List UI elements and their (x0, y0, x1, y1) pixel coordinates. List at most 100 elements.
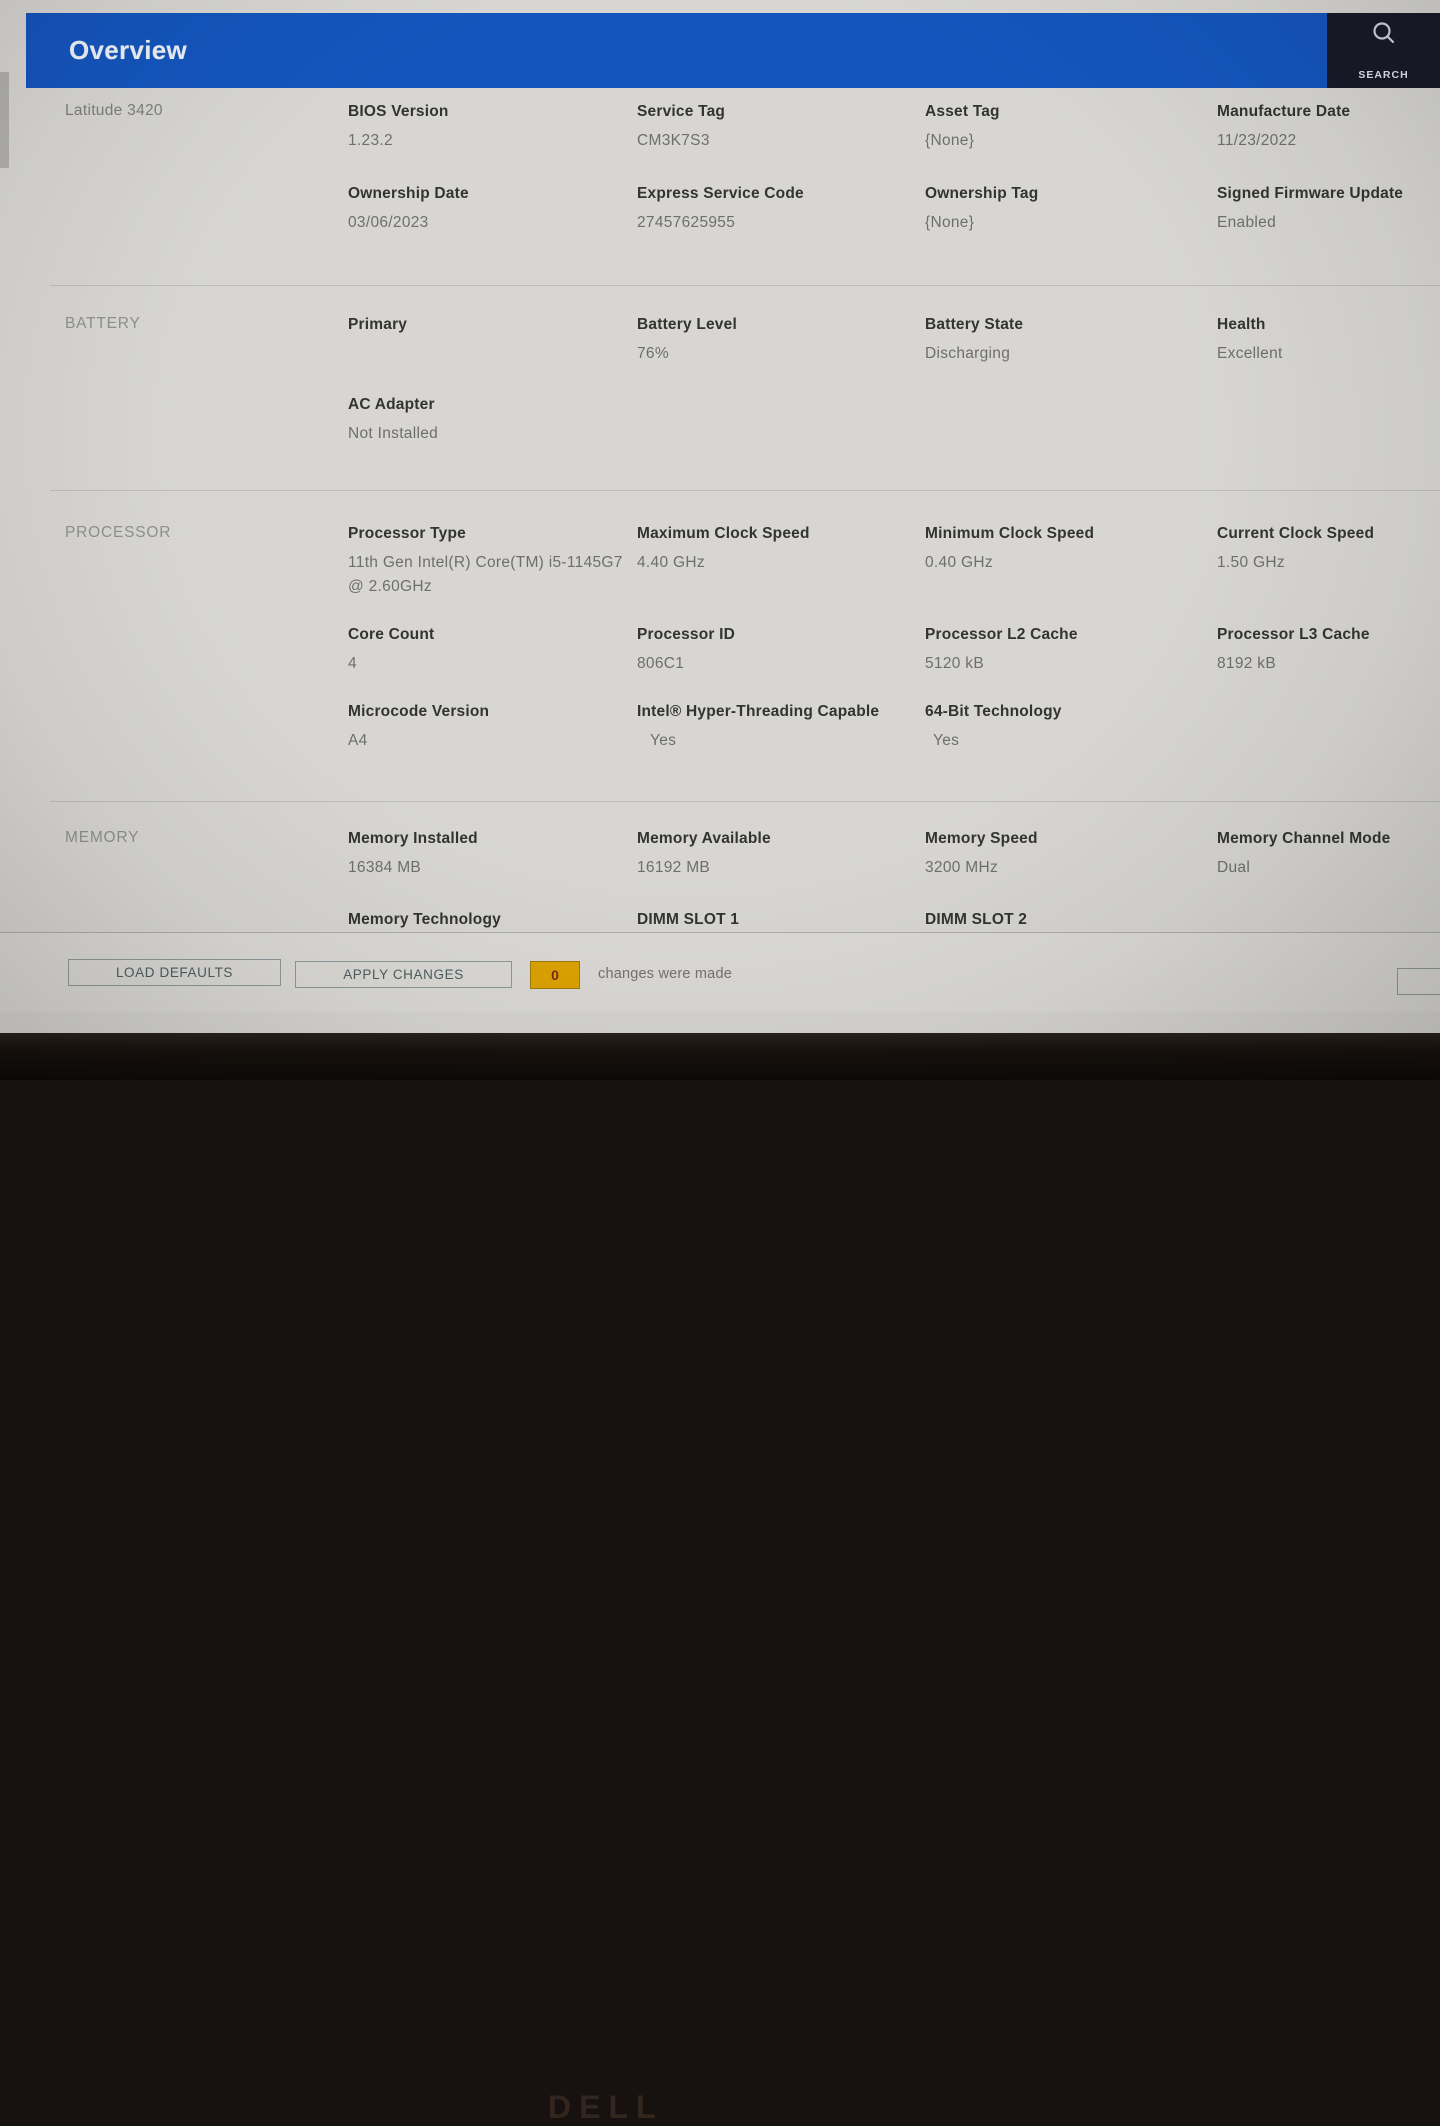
field-label: BIOS Version (348, 103, 449, 120)
dell-logo: DELL (548, 2089, 664, 2125)
field-label: Minimum Clock Speed (925, 525, 1095, 542)
page-title: Overview (69, 35, 188, 65)
exit-button-partial[interactable] (1397, 968, 1440, 995)
field-value: 16384 MB (348, 859, 422, 876)
field-value: {None} (925, 132, 975, 149)
field-label: Service Tag (637, 103, 726, 120)
field-label: Memory Channel Mode (1217, 830, 1391, 847)
field-value: Discharging (925, 345, 1011, 362)
changes-made-text: changes were made (598, 966, 732, 982)
field-dimm-slot-1: DIMM SLOT 1 (637, 910, 925, 930)
field-value: 3200 MHz (925, 859, 999, 876)
field-value: Excellent (1217, 345, 1283, 362)
field-microcode-version: Microcode Version A4 (348, 702, 637, 753)
field-battery-level: Battery Level 76% (637, 315, 925, 366)
processor-section-title: PROCESSOR (65, 524, 172, 541)
field-label: DIMM SLOT 1 (637, 911, 740, 928)
section-divider (50, 285, 1440, 286)
field-processor-type: Processor Type 11th Gen Intel(R) Core(TM… (348, 524, 637, 599)
footer-bar: LOAD DEFAULTS APPLY CHANGES 0 changes we… (0, 932, 1440, 1012)
field-label: Primary (348, 316, 408, 333)
field-value: Enabled (1217, 214, 1276, 231)
field-label: Signed Firmware Update (1217, 185, 1404, 202)
field-value: 03/06/2023 (348, 214, 429, 231)
processor-row-1: PROCESSOR Processor Type 11th Gen Intel(… (65, 524, 1432, 599)
field-value: 4 (348, 655, 357, 672)
spacer (65, 395, 348, 446)
spacer (65, 184, 348, 235)
field-value: 1.23.2 (348, 132, 393, 149)
field-label: Memory Available (637, 830, 771, 847)
field-ownership-date: Ownership Date 03/06/2023 (348, 184, 637, 235)
spacer (65, 625, 348, 676)
field-memory-channel-mode: Memory Channel Mode Dual (1217, 829, 1432, 880)
laptop-bezel: DELL (0, 1033, 1440, 2125)
field-label: Manufacture Date (1217, 103, 1351, 120)
field-label: Ownership Date (348, 185, 469, 202)
field-value: Dual (1217, 859, 1251, 876)
system-info-row-1: Latitude 3420 BIOS Version 1.23.2 Servic… (65, 102, 1432, 153)
field-value: 11/23/2022 (1217, 132, 1297, 149)
field-value: Yes (650, 732, 677, 749)
system-info-row-2: Ownership Date 03/06/2023 Express Servic… (65, 184, 1432, 235)
spacer (65, 910, 348, 930)
field-label: Memory Speed (925, 830, 1038, 847)
field-memory-technology: Memory Technology (348, 910, 637, 930)
search-icon (1372, 22, 1394, 44)
field-value: 76% (637, 345, 669, 362)
processor-row-3: Microcode Version A4 Intel® Hyper-Thread… (65, 702, 1432, 753)
field-value: 1.50 GHz (1217, 554, 1285, 571)
field-label: Current Clock Speed (1217, 525, 1375, 542)
field-value: CM3K7S3 (637, 132, 710, 149)
field-value: 16192 MB (637, 859, 711, 876)
field-label: Memory Installed (348, 830, 478, 847)
bios-screen: Overview SEARCH Latitude 3420 BIOS Versi… (0, 0, 1440, 1033)
left-scrollbar-thumb[interactable] (0, 72, 9, 168)
field-label: Asset Tag (925, 103, 1000, 120)
field-ac-adapter: AC Adapter Not Installed (348, 395, 637, 446)
field-label: Processor L2 Cache (925, 626, 1078, 643)
field-label: Processor ID (637, 626, 736, 643)
field-express-service-code: Express Service Code 27457625955 (637, 184, 925, 235)
field-value: Not Installed (348, 425, 439, 442)
field-value: 5120 kB (925, 655, 984, 672)
field-value: 8192 kB (1217, 655, 1276, 672)
field-label: Ownership Tag (925, 185, 1039, 202)
field-label: Microcode Version (348, 703, 490, 720)
field-64bit-technology: 64-Bit Technology Yes (925, 702, 1217, 753)
field-label: Express Service Code (637, 185, 804, 202)
field-label: DIMM SLOT 2 (925, 911, 1028, 928)
field-value: 27457625955 (637, 214, 736, 231)
field-value: Yes (933, 732, 960, 749)
field-service-tag: Service Tag CM3K7S3 (637, 102, 925, 153)
field-label: AC Adapter (348, 396, 435, 413)
field-processor-id: Processor ID 806C1 (637, 625, 925, 676)
section-divider (50, 490, 1440, 491)
battery-row-2: AC Adapter Not Installed (65, 395, 1432, 446)
field-manufacture-date: Manufacture Date 11/23/2022 (1217, 102, 1432, 153)
field-bios-version: BIOS Version 1.23.2 (348, 102, 637, 153)
field-min-clock-speed: Minimum Clock Speed 0.40 GHz (925, 524, 1217, 599)
field-label: Core Count (348, 626, 435, 643)
field-label: Health (1217, 316, 1266, 333)
field-l3-cache: Processor L3 Cache 8192 kB (1217, 625, 1432, 676)
field-label: Processor L3 Cache (1217, 626, 1370, 643)
field-l2-cache: Processor L2 Cache 5120 kB (925, 625, 1217, 676)
device-model-label: Latitude 3420 (65, 102, 163, 119)
field-label: Battery State (925, 316, 1024, 333)
field-max-clock-speed: Maximum Clock Speed 4.40 GHz (637, 524, 925, 599)
field-label: Battery Level (637, 316, 737, 333)
field-value: A4 (348, 732, 368, 749)
field-label: Processor Type (348, 525, 466, 542)
field-value: {None} (925, 214, 975, 231)
field-current-clock-speed: Current Clock Speed 1.50 GHz (1217, 524, 1432, 599)
field-value: 4.40 GHz (637, 554, 705, 571)
search-button[interactable]: SEARCH (1327, 13, 1440, 88)
apply-changes-button[interactable]: APPLY CHANGES (295, 961, 512, 988)
field-label: Memory Technology (348, 911, 501, 928)
load-defaults-button[interactable]: LOAD DEFAULTS (68, 959, 281, 986)
field-memory-available: Memory Available 16192 MB (637, 829, 925, 880)
field-battery-state: Battery State Discharging (925, 315, 1217, 366)
search-button-label: SEARCH (1358, 69, 1409, 81)
field-battery-primary: Primary (348, 315, 637, 366)
